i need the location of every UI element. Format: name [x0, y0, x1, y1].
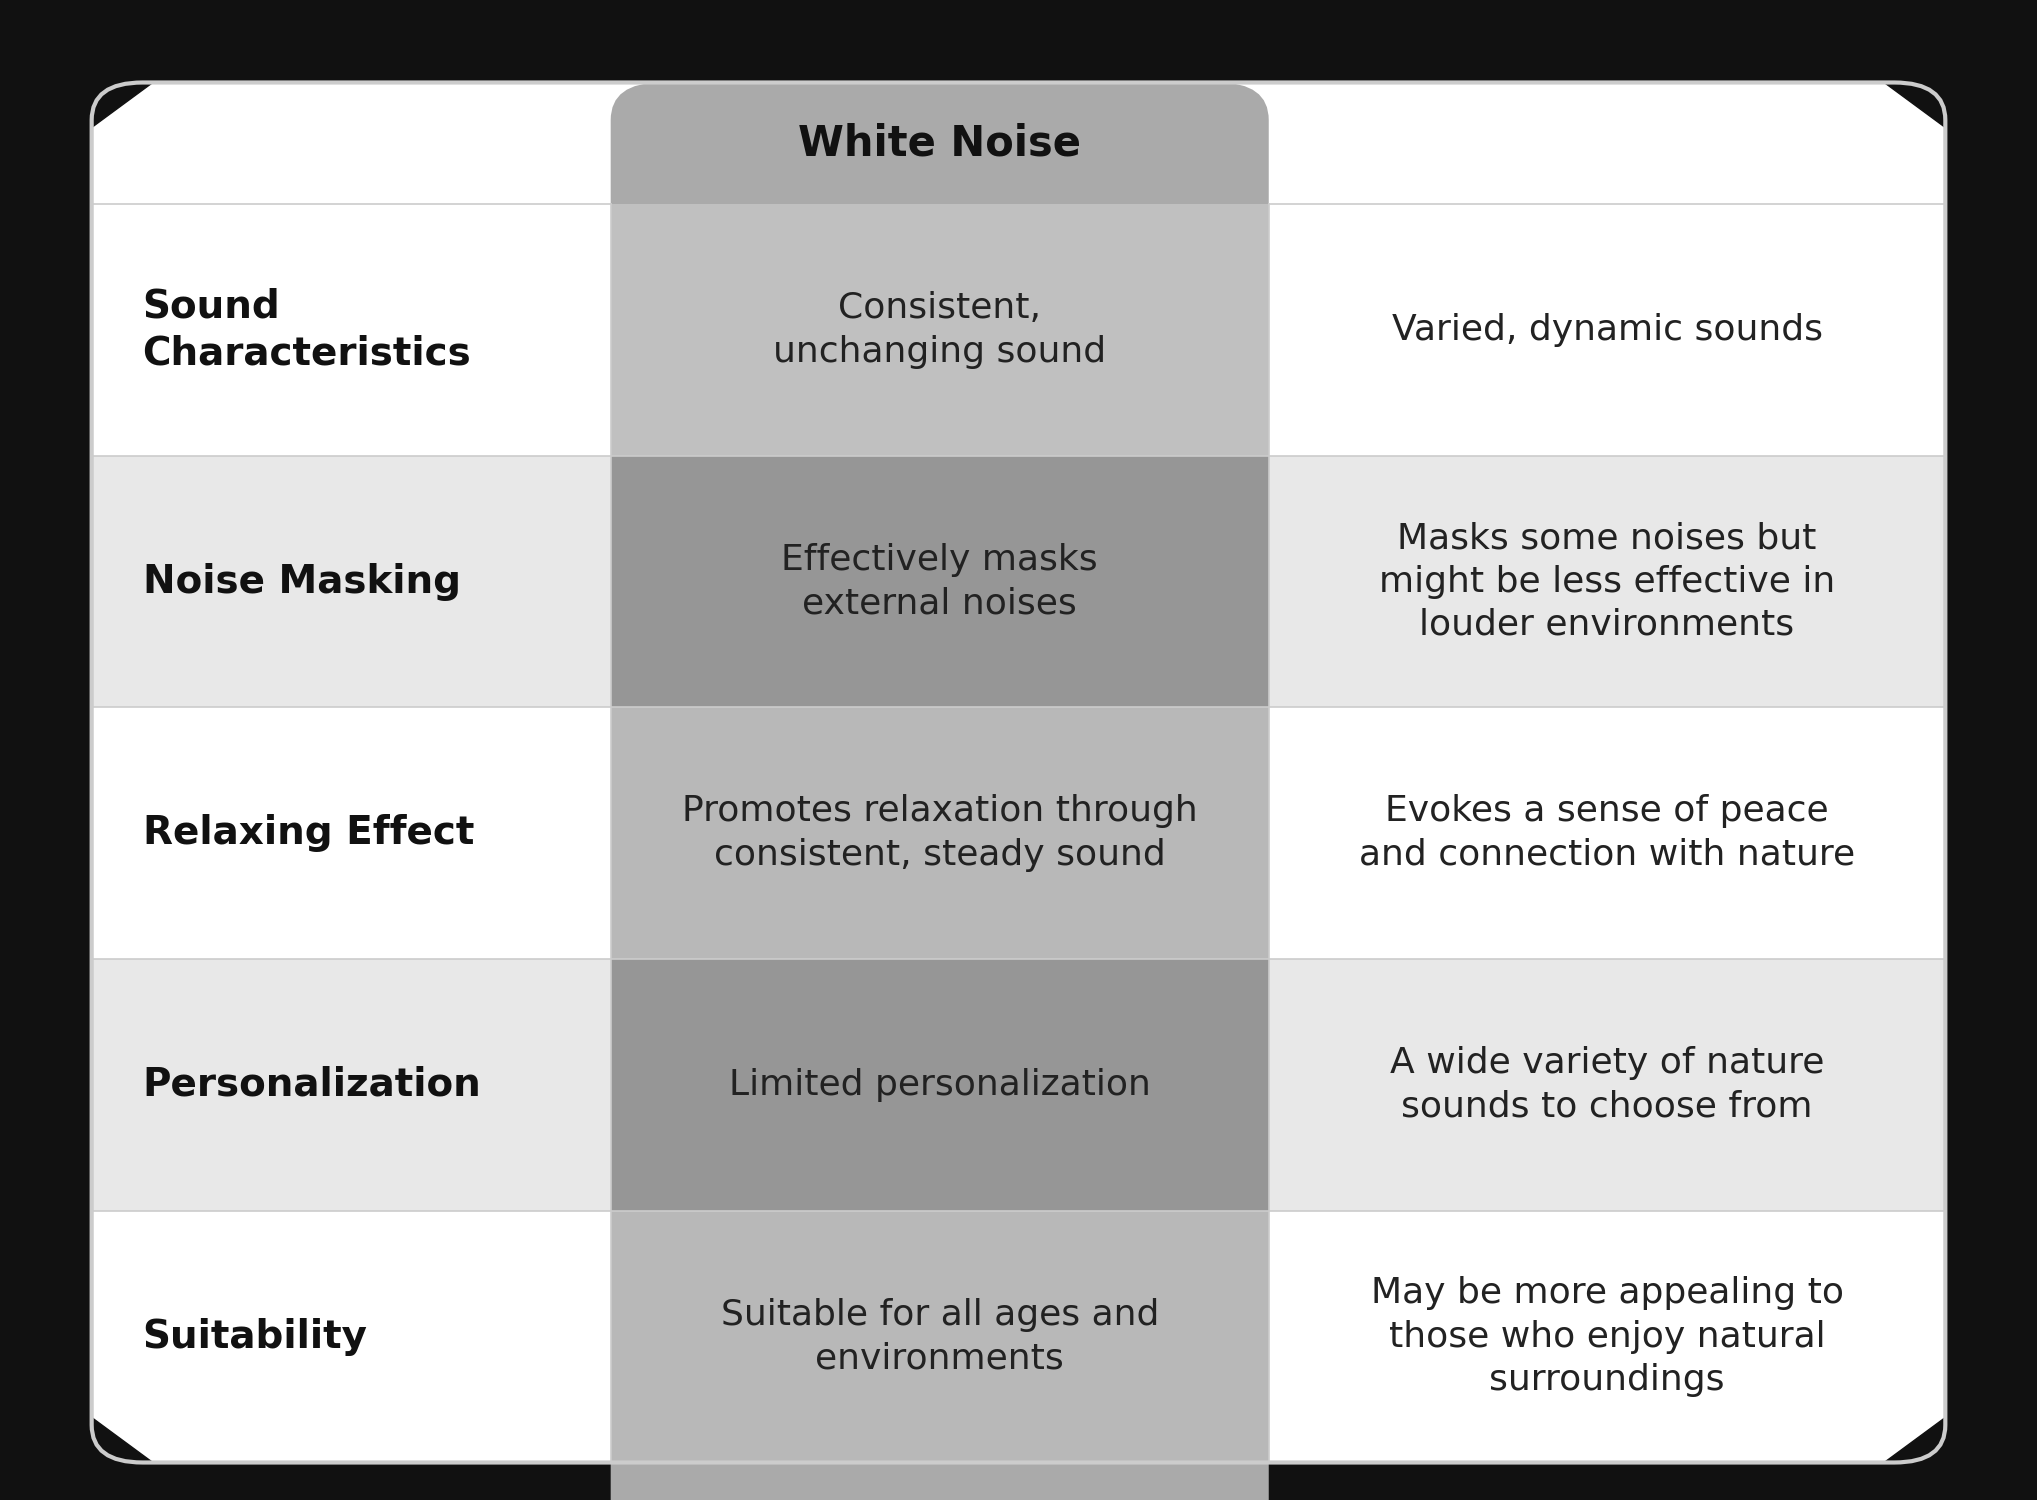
Text: Evokes a sense of peace
and connection with nature: Evokes a sense of peace and connection w… — [1359, 795, 1856, 871]
Text: Suitability: Suitability — [143, 1317, 367, 1356]
Bar — [1269, 1210, 1945, 1462]
Text: Varied, dynamic sounds: Varied, dynamic sounds — [1391, 314, 1823, 346]
Text: Limited personalization: Limited personalization — [729, 1068, 1151, 1102]
Bar — [92, 1210, 611, 1462]
Bar — [92, 958, 611, 1210]
Text: Masks some noises but
might be less effective in
louder environments: Masks some noises but might be less effe… — [1379, 520, 1835, 642]
Text: Suitable for all ages and
environments: Suitable for all ages and environments — [721, 1298, 1159, 1376]
Text: Consistent,
unchanging sound: Consistent, unchanging sound — [774, 291, 1106, 369]
FancyBboxPatch shape — [92, 82, 1945, 1462]
Polygon shape — [92, 1418, 153, 1462]
FancyBboxPatch shape — [611, 82, 1269, 1500]
Text: Relaxing Effect: Relaxing Effect — [143, 815, 475, 852]
Bar — [611, 958, 1269, 1210]
Polygon shape — [1884, 82, 1945, 128]
Polygon shape — [1884, 1418, 1945, 1462]
Bar — [611, 204, 1269, 456]
Text: Sound
Characteristics: Sound Characteristics — [143, 288, 471, 372]
Bar — [92, 708, 611, 958]
Text: White Noise: White Noise — [799, 122, 1082, 164]
Bar — [611, 1210, 1269, 1462]
Text: A wide variety of nature
sounds to choose from: A wide variety of nature sounds to choos… — [1389, 1046, 1825, 1124]
Bar — [92, 456, 611, 708]
Bar — [1269, 456, 1945, 708]
Bar — [92, 204, 611, 456]
Text: Noise Masking: Noise Masking — [143, 562, 460, 600]
Text: May be more appealing to
those who enjoy natural
surroundings: May be more appealing to those who enjoy… — [1371, 1276, 1843, 1396]
Polygon shape — [92, 82, 153, 128]
Text: Personalization: Personalization — [143, 1066, 481, 1104]
Text: Promotes relaxation through
consistent, steady sound: Promotes relaxation through consistent, … — [682, 795, 1198, 871]
Bar — [1269, 958, 1945, 1210]
Bar — [611, 708, 1269, 958]
Bar — [1269, 204, 1945, 456]
Text: Effectively masks
external noises: Effectively masks external noises — [782, 543, 1098, 620]
Bar — [611, 456, 1269, 708]
Bar — [1269, 708, 1945, 958]
